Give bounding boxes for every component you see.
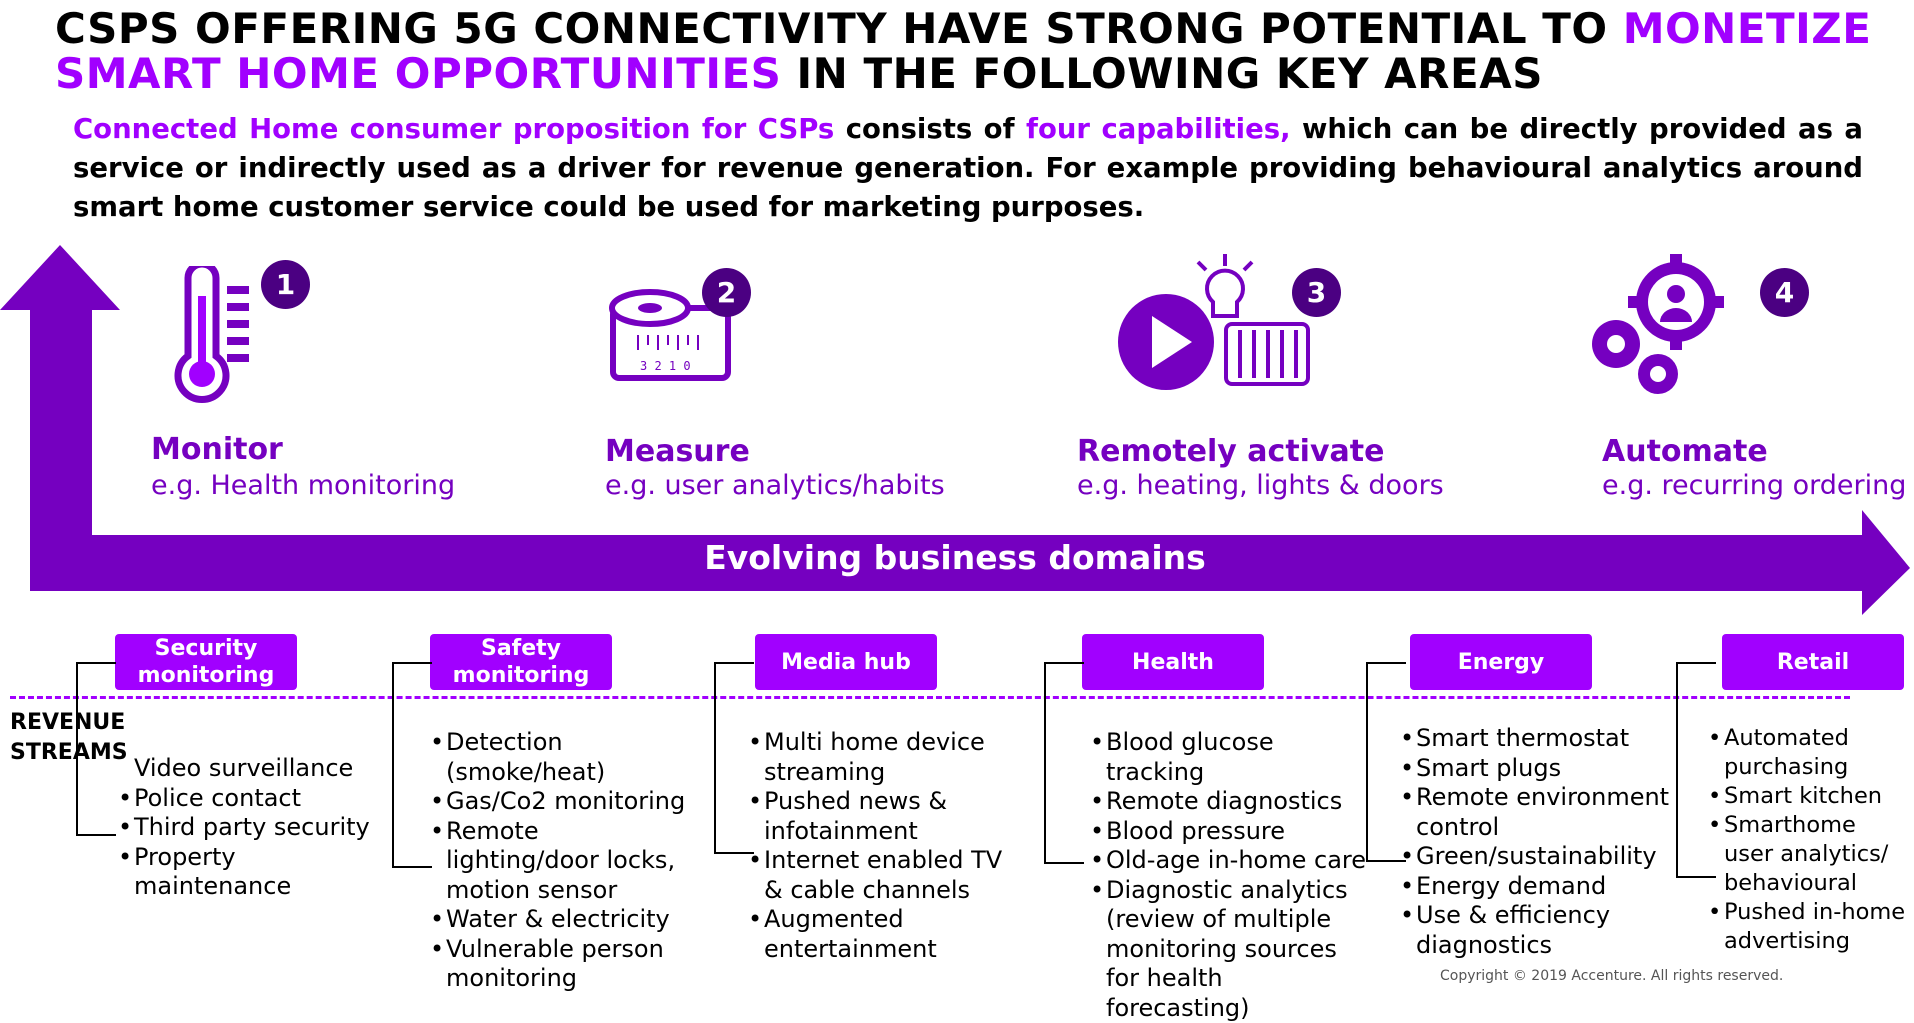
health-list: Blood glucose tracking Remote diagnostic… [1090, 728, 1370, 1023]
capability-4-badge: 4 [1760, 268, 1809, 317]
domain-health-box: Health [1082, 634, 1264, 690]
list-item: Gas/Co2 monitoring [430, 787, 698, 817]
list-item: Green/sustainability [1400, 842, 1680, 872]
copyright-text: Copyright © 2019 Accenture. All rights r… [1440, 968, 1783, 984]
capability-3-title: Remotely activate [1077, 434, 1384, 469]
capability-1-badge: 1 [261, 260, 310, 309]
list-item: Third party security [118, 813, 388, 843]
capability-4-title: Automate [1602, 434, 1768, 469]
svg-text:3 2 1 0: 3 2 1 0 [640, 359, 691, 373]
list-item: Multi home device streaming [748, 728, 1028, 787]
thermometer-icon [170, 266, 270, 416]
list-item: Water & electricity [430, 905, 698, 935]
list-item: Use & efficiency diagnostics [1400, 901, 1680, 960]
capability-2-badge: 2 [702, 268, 751, 317]
capability-4-example: e.g. recurring ordering [1602, 470, 1906, 501]
intro-highlight-2: four capabilities, [1026, 113, 1291, 145]
play-bulb-radiator-icon [1118, 252, 1318, 402]
list-item: Remote environment control [1400, 783, 1680, 842]
domain-media-box: Media hub [755, 634, 937, 690]
page-title: CSPS OFFERING 5G CONNECTIVITY HAVE STRON… [55, 6, 1895, 96]
retail-list: Automated purchasing Smart kitchen Smart… [1708, 724, 1908, 956]
title-part1: CSPS OFFERING 5G CONNECTIVITY HAVE STRON… [55, 4, 1623, 53]
title-part2: IN THE FOLLOWING KEY AREAS [781, 49, 1543, 98]
list-item: Automated purchasing [1708, 724, 1908, 782]
domain-security-box: Security monitoring [115, 634, 297, 690]
list-item: Property maintenance [118, 843, 388, 902]
capability-2-title: Measure [605, 434, 750, 469]
list-item: Remote diagnostics [1090, 787, 1370, 817]
domain-energy-box: Energy [1410, 634, 1592, 690]
safety-list: Detection (smoke/heat) Gas/Co2 monitorin… [430, 728, 698, 994]
list-item: Old-age in-home care [1090, 846, 1370, 876]
list-item: Remote lighting/door locks, motion senso… [430, 817, 698, 906]
capability-1-title: Monitor [151, 432, 283, 467]
list-item: Smart plugs [1400, 754, 1680, 784]
revenue-divider-line [10, 696, 1850, 699]
capability-3-badge: 3 [1292, 268, 1341, 317]
list-item: Smart thermostat [1400, 724, 1680, 754]
domain-safety-box: Safety monitoring [430, 634, 612, 690]
list-item: Internet enabled TV & cable channels [748, 846, 1028, 905]
list-item: Video surveillance [118, 754, 388, 784]
list-item: Police contact [118, 784, 388, 814]
list-item: Smart kitchen [1708, 782, 1908, 811]
bracket-safety [392, 662, 432, 868]
x-axis-label: Evolving business domains [650, 538, 1260, 577]
list-item: Pushed news & infotainment [748, 787, 1028, 846]
domain-retail-box: Retail [1722, 634, 1904, 690]
list-item: Smarthome user analytics/ behavioural [1708, 811, 1908, 898]
y-axis-label: Capabilities [101, 330, 140, 550]
energy-list: Smart thermostat Smart plugs Remote envi… [1400, 724, 1680, 960]
list-item: Diagnostic analytics (review of multiple… [1090, 876, 1370, 1023]
list-item: Augmented entertainment [748, 905, 1028, 964]
list-item: Blood glucose tracking [1090, 728, 1370, 787]
list-item: Blood pressure [1090, 817, 1370, 847]
intro-highlight-1: Connected Home consumer proposition for … [73, 113, 834, 145]
gears-person-icon [1588, 254, 1738, 414]
capability-1-example: e.g. Health monitoring [151, 470, 455, 501]
bracket-health [1044, 662, 1084, 864]
media-list: Multi home device streaming Pushed news … [748, 728, 1028, 964]
list-item: Pushed in-home advertising [1708, 898, 1908, 956]
capability-2-example: e.g. user analytics/habits [605, 470, 945, 501]
intro-paragraph: Connected Home consumer proposition for … [73, 110, 1863, 227]
security-list: Video surveillance Police contact Third … [118, 754, 388, 902]
bracket-security [76, 662, 116, 836]
list-item: Detection (smoke/heat) [430, 728, 698, 787]
capability-3-example: e.g. heating, lights & doors [1077, 470, 1444, 501]
list-item: Energy demand [1400, 872, 1680, 902]
intro-text-1: consists of [834, 113, 1026, 145]
